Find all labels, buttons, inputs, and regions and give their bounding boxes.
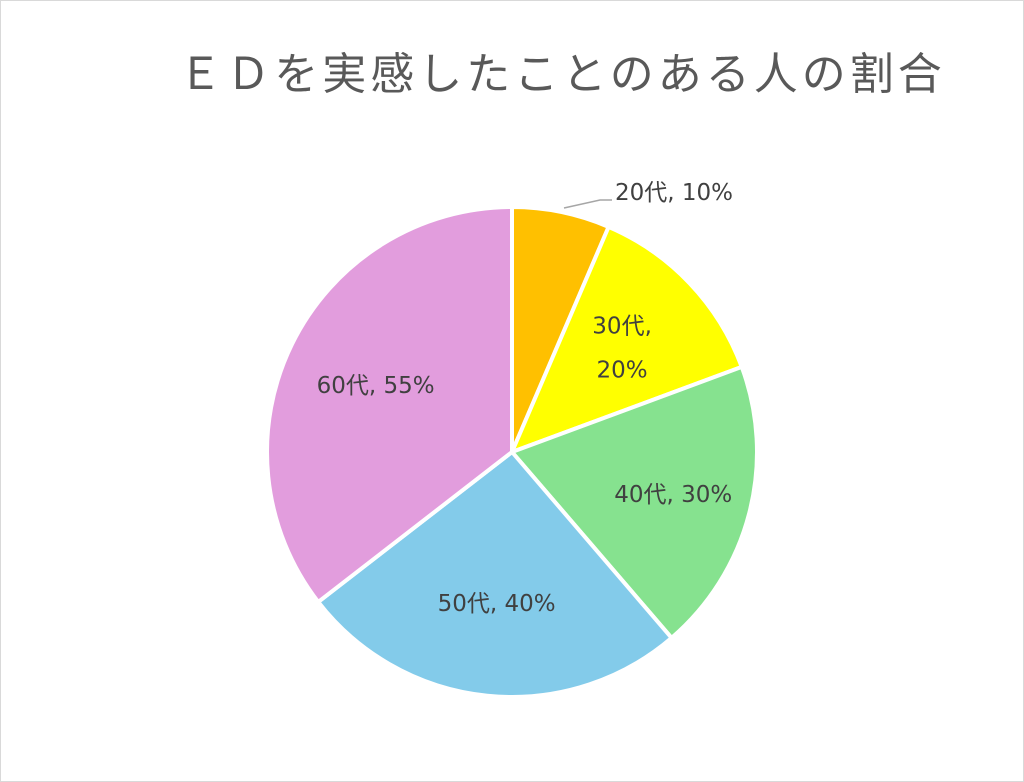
slice-label-2: 30代, 20% bbox=[592, 313, 652, 383]
pie-slice-5 bbox=[265, 204, 514, 605]
pie-slice-2 bbox=[508, 224, 745, 456]
chart-title: ＥＤを実感したことのある人の割合 bbox=[178, 49, 946, 100]
pie-slice-4 bbox=[315, 449, 675, 699]
slice-label-3: 40代, 30% bbox=[614, 482, 732, 508]
slice-label-4: 50代, 40% bbox=[438, 591, 556, 617]
pie-slice-3 bbox=[508, 364, 759, 641]
slice-label-1: 20代, 10% bbox=[615, 180, 733, 206]
slice-label-5: 60代, 55% bbox=[317, 373, 435, 399]
leader-line bbox=[563, 199, 612, 209]
